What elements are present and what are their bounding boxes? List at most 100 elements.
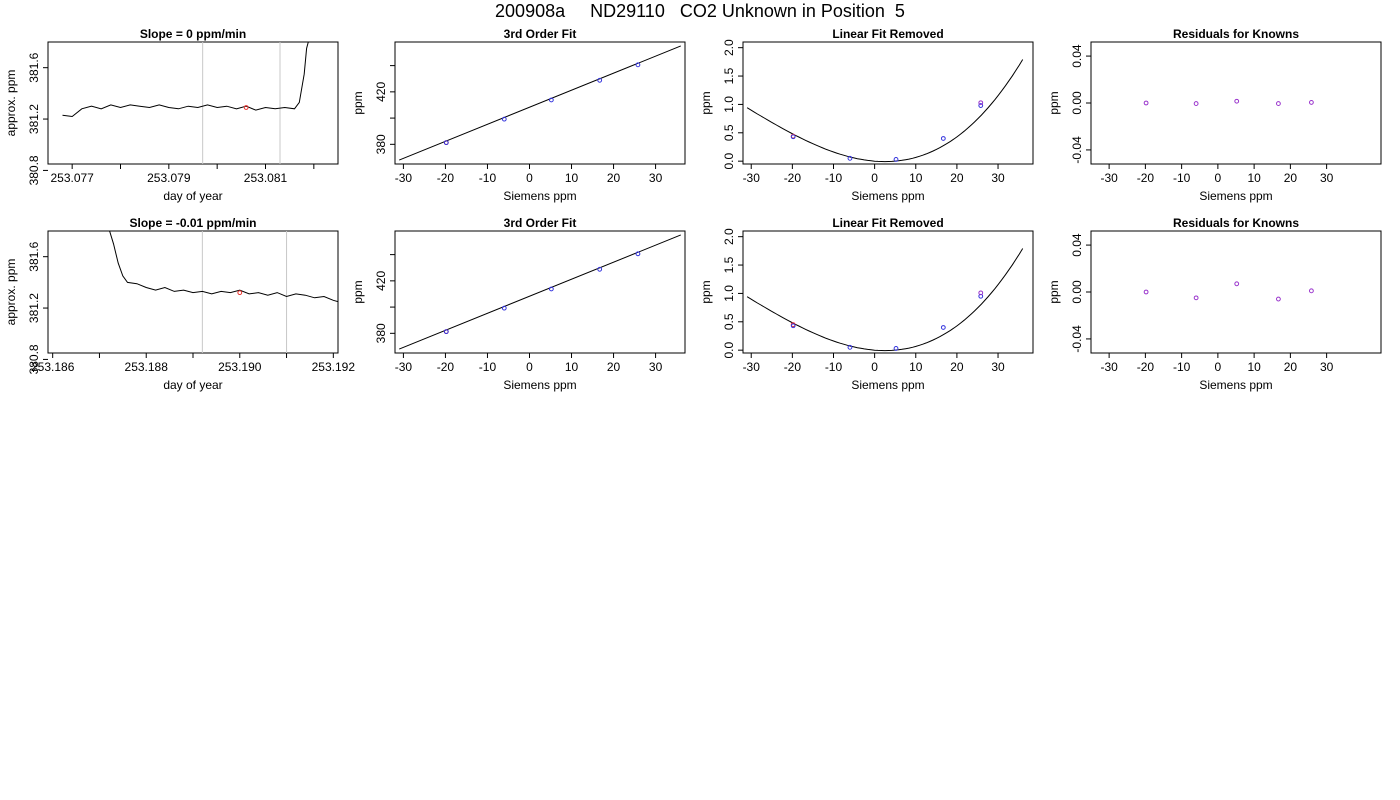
- x-tick-label: 10: [1247, 360, 1261, 374]
- data-point: [790, 323, 796, 329]
- data-point: [501, 116, 507, 122]
- x-tick-label: 10: [565, 360, 579, 374]
- plot-area: Slope = -0.01 ppm/min 253.186 253.188 253.1…: [4, 216, 355, 392]
- chart-title: Slope = 0 ppm/min: [140, 27, 246, 41]
- data-point: [443, 140, 449, 146]
- y-tick-label: 0.00: [1070, 280, 1084, 304]
- unknown-marker: [243, 105, 249, 110]
- chart-panel: 3rd Order Fit -30 -20 -10 0 10 20 30 380 420 Sieme…: [349, 216, 699, 407]
- chart-title: Slope = -0.01 ppm/min: [129, 216, 256, 230]
- x-tick-label: -10: [825, 171, 843, 185]
- data-point: [940, 136, 946, 141]
- chart-title: Residuals for Knowns: [1173, 27, 1299, 41]
- data-point: [790, 134, 796, 140]
- chart-panel: Residuals for Knowns -30 -20 -10 0 10 20 30 -0.0…: [1045, 27, 1395, 218]
- x-axis-label: Siemens ppm: [1199, 189, 1272, 203]
- x-tick-label: -20: [437, 171, 455, 185]
- x-tick-label: -20: [1137, 360, 1155, 374]
- x-axis-label: Siemens ppm: [1199, 378, 1272, 392]
- series-line: [109, 231, 338, 303]
- x-tick-label: 253.190: [218, 360, 262, 374]
- x-tick-label: 0: [871, 360, 878, 374]
- plot-area: Residuals for Knowns -30 -20 -10 0 10 20 30 -0.0…: [1047, 27, 1382, 203]
- chart-panel: Residuals for Knowns -30 -20 -10 0 10 20 30 -0.0…: [1045, 216, 1395, 407]
- data-layer: [399, 45, 681, 161]
- chart-svg: 3rd Order Fit -30 -20 -10 0 10 20 30 380 420 Sieme…: [351, 27, 686, 203]
- x-tick-label: 20: [1284, 360, 1298, 374]
- x-tick-label: 253.079: [147, 171, 191, 185]
- x-tick-label: 30: [649, 171, 663, 185]
- data-point: [1234, 281, 1240, 287]
- y-tick-label: 381.6: [27, 241, 41, 271]
- chart-svg: 3rd Order Fit -30 -20 -10 0 10 20 30 380 420 Sieme…: [351, 216, 686, 392]
- x-tick-label: 20: [950, 171, 964, 185]
- chart-panel: Linear Fit Removed -30 -20 -10 0 10 20 30 0.0 0.5…: [697, 27, 1047, 218]
- chart-svg: Residuals for Knowns -30 -20 -10 0 10 20 30 -0.0…: [1047, 216, 1382, 392]
- y-tick-label: 380: [374, 134, 388, 154]
- y-tick-label: 2.0: [722, 39, 736, 56]
- unknown-marker: [237, 290, 243, 296]
- plot-frame: [394, 41, 686, 165]
- x-tick-label: 0: [871, 171, 878, 185]
- plot-frame: [1090, 230, 1382, 354]
- x-axis-label: Siemens ppm: [503, 189, 576, 203]
- chart-panel: Slope = 0 ppm/min 253.077 253.079 253.081 38…: [2, 27, 352, 218]
- plot-area: Slope = 0 ppm/min 253.077 253.079 253.081 38…: [4, 27, 339, 203]
- x-tick-label: 253.192: [312, 360, 356, 374]
- data-point: [443, 329, 449, 335]
- y-tick-label: 420: [374, 271, 388, 291]
- data-point: [635, 251, 641, 257]
- data-point: [978, 103, 984, 108]
- x-tick-label: -10: [479, 360, 497, 374]
- data-point: [635, 62, 641, 68]
- x-tick-label: 253.081: [244, 171, 288, 185]
- x-axis-label: Siemens ppm: [851, 378, 924, 392]
- y-tick-label: 0.0: [722, 341, 736, 358]
- chart-title: Linear Fit Removed: [832, 27, 943, 41]
- y-axis-label: ppm: [351, 280, 365, 303]
- x-tick-label: 30: [649, 360, 663, 374]
- plot-area: Linear Fit Removed -30 -20 -10 0 10 20 30 0.0 0.5…: [699, 216, 1034, 392]
- x-tick-label: 30: [1320, 171, 1334, 185]
- plot-frame: [742, 230, 1034, 354]
- y-tick-label: 381.2: [27, 104, 41, 134]
- y-tick-label: 381.6: [27, 52, 41, 82]
- x-tick-label: -20: [784, 360, 802, 374]
- data-point: [1309, 288, 1314, 294]
- x-tick-label: -10: [1173, 360, 1191, 374]
- x-tick-label: 253.077: [50, 171, 94, 185]
- fit-curve: [746, 248, 1024, 352]
- chart-title: Linear Fit Removed: [832, 216, 943, 230]
- x-tick-label: 253.186: [31, 360, 75, 374]
- x-tick-label: -20: [784, 171, 802, 185]
- plot-frame: [47, 41, 339, 165]
- y-axis-label: ppm: [699, 280, 713, 303]
- chart-svg: Linear Fit Removed -30 -20 -10 0 10 20 30 0.0 0.5…: [699, 216, 1034, 392]
- x-tick-label: 10: [565, 171, 579, 185]
- fit-curve: [746, 59, 1024, 163]
- y-tick-label: 0.5: [722, 124, 736, 141]
- y-axis-label: approx. ppm: [4, 70, 18, 137]
- x-tick-label: 30: [991, 171, 1005, 185]
- y-tick-label: 380.8: [27, 344, 41, 374]
- data-point: [548, 97, 554, 103]
- data-point: [893, 157, 899, 162]
- x-axis-label: day of year: [163, 378, 222, 392]
- x-tick-label: 20: [950, 360, 964, 374]
- data-point: [847, 155, 853, 161]
- x-tick-label: 253.188: [125, 360, 169, 374]
- x-tick-label: -30: [1100, 171, 1118, 185]
- x-tick-label: -30: [395, 360, 413, 374]
- data-point: [978, 100, 984, 106]
- data-layer: [746, 59, 1024, 163]
- x-tick-label: -20: [437, 360, 455, 374]
- x-tick-label: 20: [607, 171, 621, 185]
- chart-title: 3rd Order Fit: [504, 27, 577, 41]
- plot-area: 3rd Order Fit -30 -20 -10 0 10 20 30 380 420 Sieme…: [351, 27, 686, 203]
- x-tick-label: -30: [1100, 360, 1118, 374]
- data-point: [548, 286, 554, 292]
- chart-title: 3rd Order Fit: [504, 216, 577, 230]
- y-tick-label: 380: [374, 323, 388, 343]
- data-layer: [746, 248, 1024, 352]
- x-tick-label: 0: [526, 171, 533, 185]
